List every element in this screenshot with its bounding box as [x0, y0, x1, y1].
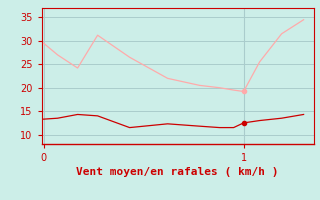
X-axis label: Vent moyen/en rafales ( km/h ): Vent moyen/en rafales ( km/h ) [76, 167, 279, 177]
